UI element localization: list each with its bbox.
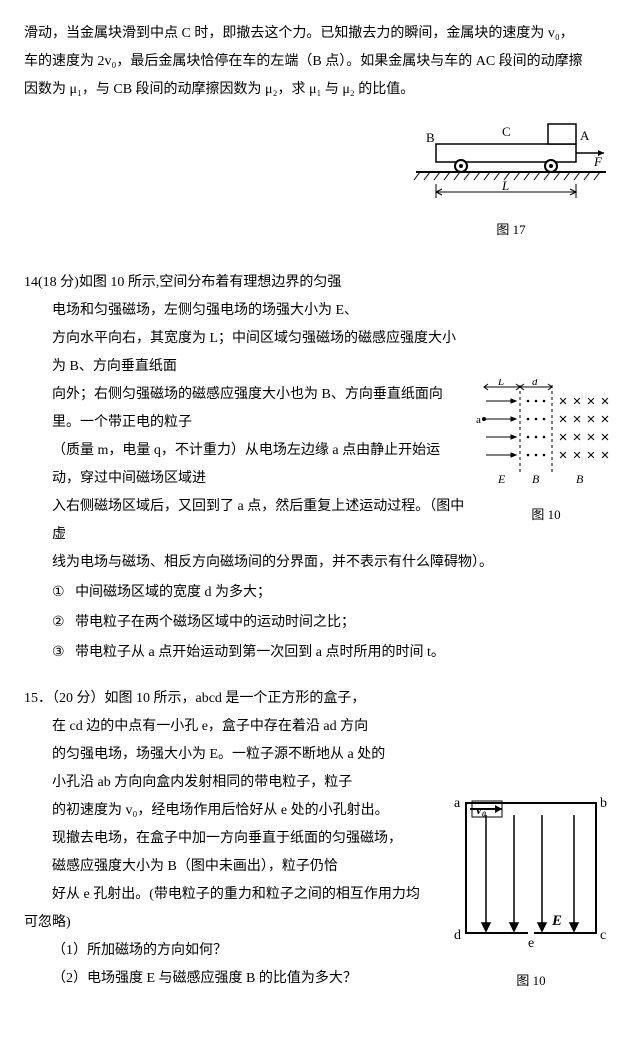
field-diagram: L d a: [476, 379, 616, 489]
svg-text:e: e: [528, 936, 534, 951]
svg-text:c: c: [600, 928, 606, 943]
q14-line7: 线为电场与磁场、相反方向磁场间的分界面，并不表示有什么障碍物）。: [52, 549, 616, 577]
q15-line1: 15．（20 分）如图 10 所示，abcd 是一个正方形的盒子，: [24, 685, 616, 713]
q13-line1: 滑动，当金属块滑到中点 C 时，即撤去这个力。已知撤去力的瞬间，金属块的速度为 …: [24, 20, 616, 48]
svg-text:a: a: [476, 414, 481, 426]
svg-text:d: d: [532, 379, 538, 388]
label-C: C: [502, 124, 511, 139]
q14-part1: ① 中间磁场区域的宽度 d 为多大；: [52, 577, 616, 607]
q14-line2: 电场和匀强磁场，左侧匀强电场的场强大小为 E、: [52, 297, 616, 325]
label-B: B: [426, 130, 435, 145]
figure-10-fields: L d a: [476, 379, 616, 528]
q14-line1: 14(18 分)如图 10 所示,空间分布着有理想边界的匀强: [24, 269, 616, 297]
svg-text:B: B: [576, 472, 584, 486]
question-15: v₀ E a b d c e 图 10 15．（20 分）如图 10 所示，ab…: [24, 685, 616, 1002]
q15-line2: 在 cd 边的中点有一小孔 e，盒子中存在着沿 ad 方向: [52, 713, 616, 741]
cart-diagram: B C A F L: [406, 104, 616, 204]
label-F: F: [593, 154, 603, 169]
figure-17: B C A F L 图 17: [406, 104, 616, 243]
svg-text:B: B: [532, 472, 540, 486]
svg-text:d: d: [454, 928, 461, 943]
svg-text:b: b: [600, 796, 607, 811]
q14-part3-text: 带电粒子从 a 点开始运动到第一次回到 a 点时所用的时间 t。: [75, 645, 445, 660]
svg-text:E: E: [551, 913, 562, 929]
figure-10b-caption: 图 10: [446, 968, 616, 994]
circle-3: ③: [52, 643, 65, 659]
q13-line3: 因数为 μ₁，与 CB 段间的动摩擦因数为 μ₂，求 μ₁ 与 μ₂ 的比值。: [24, 76, 616, 104]
figure-17-caption: 图 17: [406, 217, 616, 243]
q14-part3: ③ 带电粒子从 a 点开始运动到第一次回到 a 点时所用的时间 t。: [52, 637, 616, 667]
q14-part2: ② 带电粒子在两个磁场区域中的运动时间之比；: [52, 607, 616, 637]
label-L: L: [501, 178, 509, 193]
circle-1: ①: [52, 583, 65, 599]
circle-2: ②: [52, 613, 65, 629]
svg-text:E: E: [497, 472, 506, 486]
svg-text:v₀: v₀: [476, 802, 486, 817]
figure-10-box: v₀ E a b d c e 图 10: [446, 785, 616, 994]
question-14: L d a: [24, 269, 616, 667]
question-13-tail: 滑动，当金属块滑到中点 C 时，即撤去这个力。已知撤去力的瞬间，金属块的速度为 …: [24, 20, 616, 251]
q14-part1-text: 中间磁场区域的宽度 d 为多大；: [75, 585, 271, 600]
q14-line3: 方向水平向右，其宽度为 L；中间区域匀强磁场的磁感应强度大小为 B、方向垂直纸面: [52, 325, 616, 381]
figure-10a-caption: 图 10: [476, 502, 616, 528]
q15-line3: 的匀强电场，场强大小为 E。一粒子源不断地从 a 处的: [52, 741, 616, 769]
q13-line2: 车的速度为 2v₀，最后金属块恰停在车的左端（B 点）。如果金属块与车的 AC …: [24, 48, 616, 76]
svg-text:L: L: [497, 379, 504, 388]
svg-text:a: a: [454, 796, 461, 811]
label-A: A: [580, 128, 590, 143]
box-diagram: v₀ E a b d c e: [446, 785, 616, 955]
q14-part2-text: 带电粒子在两个磁场区域中的运动时间之比；: [75, 615, 355, 630]
